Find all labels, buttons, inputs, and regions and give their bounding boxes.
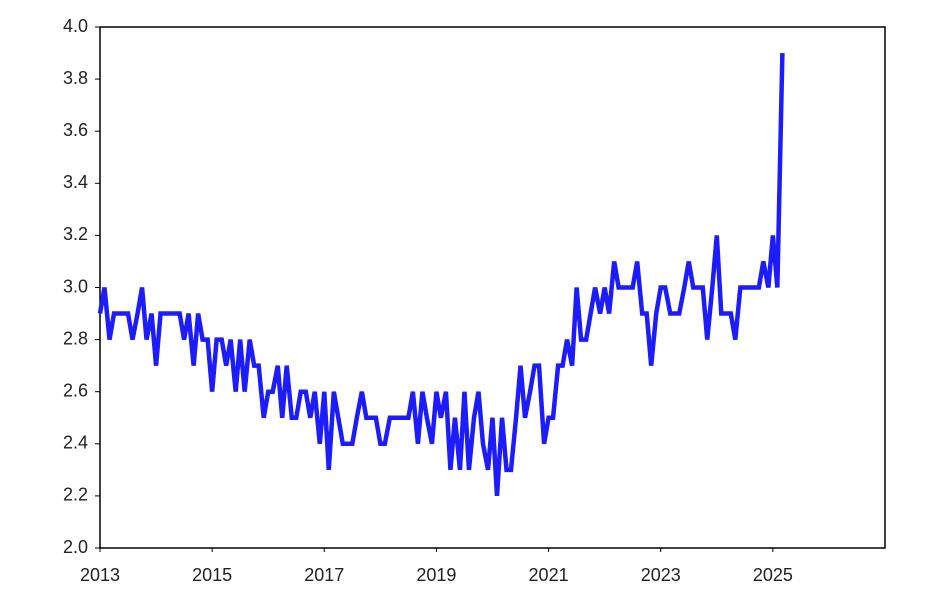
x-tick-label: 2015: [192, 565, 232, 585]
y-tick-label: 4.0: [63, 16, 88, 36]
y-tick-label: 2.2: [63, 485, 88, 505]
x-tick-label: 2017: [304, 565, 344, 585]
x-tick-label: 2023: [641, 565, 681, 585]
y-tick-label: 2.4: [63, 433, 88, 453]
y-tick-label: 3.2: [63, 224, 88, 244]
y-tick-label: 2.8: [63, 328, 88, 348]
line-series: [97, 53, 785, 497]
y-tick-label: 3.6: [63, 120, 88, 140]
y-tick-label: 3.8: [63, 68, 88, 88]
y-tick-label: 3.0: [63, 276, 88, 296]
x-tick-label: 2025: [753, 565, 793, 585]
y-tick-label: 2.6: [63, 380, 88, 400]
x-tick-label: 2013: [80, 565, 120, 585]
x-tick-label: 2019: [416, 565, 456, 585]
x-tick-label: 2021: [529, 565, 569, 585]
y-tick-label: 3.4: [63, 172, 88, 192]
y-tick-label: 2.0: [63, 537, 88, 557]
